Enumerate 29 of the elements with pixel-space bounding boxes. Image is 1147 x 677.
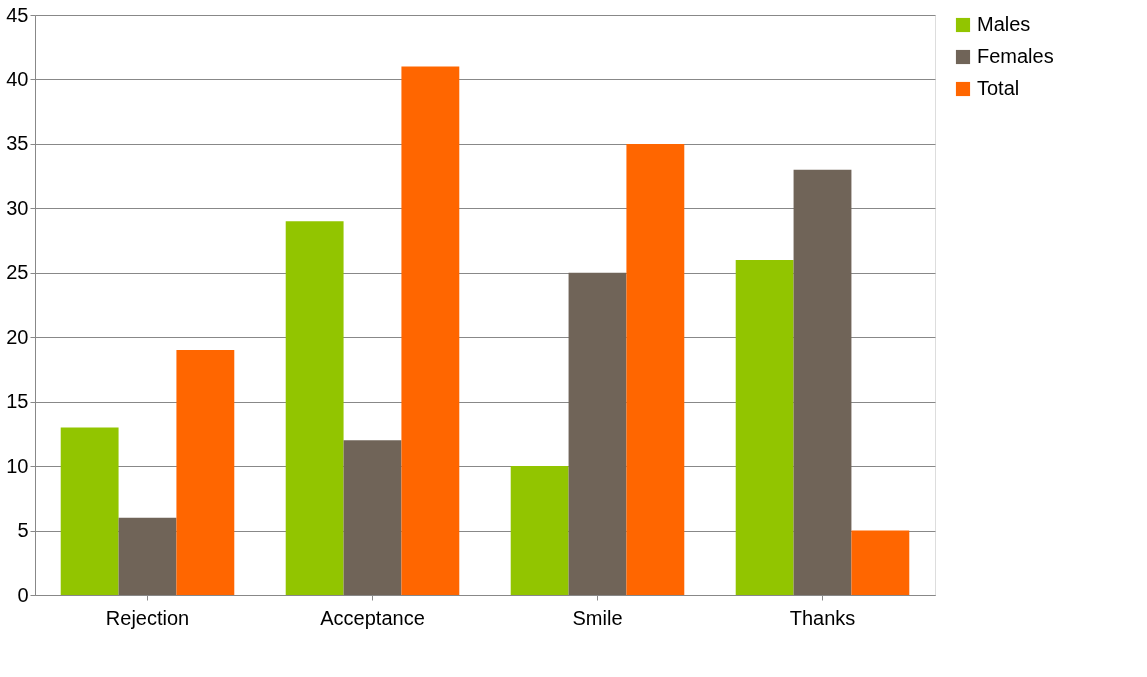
y-tick-label: 35 (6, 132, 29, 155)
bar (626, 143, 685, 595)
bar (510, 466, 569, 595)
x-tick-label: Acceptance (320, 606, 425, 629)
bar (793, 169, 852, 595)
bar (176, 350, 235, 595)
bar (568, 272, 627, 595)
x-tick-label: Thanks (789, 606, 856, 629)
bar (735, 259, 794, 595)
y-tick-label: 40 (6, 67, 29, 90)
legend-label: Total (977, 77, 1020, 99)
y-tick-label: 25 (6, 261, 29, 284)
y-tick-label: 30 (6, 196, 29, 219)
bar (401, 66, 460, 595)
legend-label: Males (977, 13, 1031, 35)
y-tick-label: 20 (6, 325, 29, 348)
bar (285, 221, 344, 595)
x-tick-label: Smile (572, 606, 623, 629)
y-tick-label: 15 (6, 390, 29, 413)
y-tick-label: 5 (17, 519, 29, 542)
y-tick-label: 45 (6, 3, 29, 26)
bar (118, 517, 177, 595)
bar (60, 427, 119, 595)
legend-label: Females (977, 45, 1054, 67)
y-tick-label: 10 (6, 454, 29, 477)
y-tick-label: 0 (17, 583, 29, 606)
bar (851, 530, 910, 595)
bar (343, 440, 402, 595)
x-tick-label: Rejection (105, 606, 190, 629)
